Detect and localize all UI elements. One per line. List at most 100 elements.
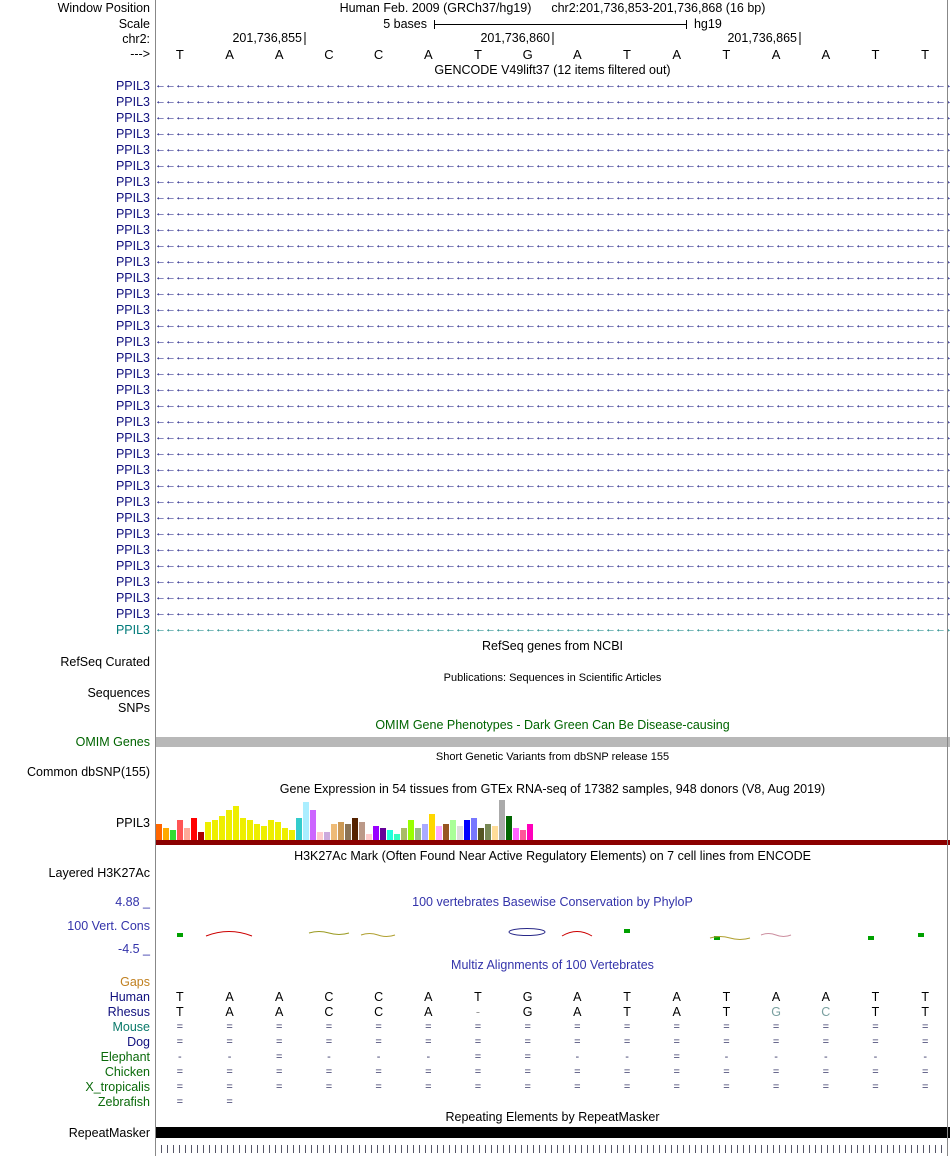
multiz-species-label[interactable]: Chicken <box>104 1064 150 1079</box>
transcript-arrow-line[interactable]: ←←←←←←←←←←←←←←←←←←←←←←←←←←←←←←←←←←←←←←←←… <box>155 591 950 603</box>
h3k27ac-label[interactable]: Layered H3K27Ac <box>48 866 150 880</box>
transcript-arrow-line[interactable]: ←←←←←←←←←←←←←←←←←←←←←←←←←←←←←←←←←←←←←←←←… <box>155 223 950 235</box>
gencode-gene-label[interactable]: PPIL3 <box>115 383 150 397</box>
transcript-arrow-line[interactable]: ←←←←←←←←←←←←←←←←←←←←←←←←←←←←←←←←←←←←←←←←… <box>155 607 950 619</box>
gencode-gene-label[interactable]: PPIL3 <box>115 303 150 317</box>
gtex-tissue-bar[interactable] <box>219 816 225 840</box>
multiz-species-label[interactable]: X_tropicalis <box>85 1079 150 1094</box>
transcript-arrow-line[interactable]: ←←←←←←←←←←←←←←←←←←←←←←←←←←←←←←←←←←←←←←←←… <box>155 351 950 363</box>
gencode-gene-label[interactable]: PPIL3 <box>115 559 150 573</box>
transcript-arrow-line[interactable]: ←←←←←←←←←←←←←←←←←←←←←←←←←←←←←←←←←←←←←←←←… <box>155 287 950 299</box>
gencode-gene-label[interactable]: PPIL3 <box>115 175 150 189</box>
gtex-tissue-bar[interactable] <box>226 810 232 840</box>
gtex-tissue-bar[interactable] <box>436 826 442 840</box>
gtex-tissue-bar[interactable] <box>443 824 449 840</box>
transcript-arrow-line[interactable]: ←←←←←←←←←←←←←←←←←←←←←←←←←←←←←←←←←←←←←←←←… <box>155 271 950 283</box>
repeatmasker-bar[interactable] <box>155 1127 950 1138</box>
gtex-tissue-bar[interactable] <box>268 820 274 840</box>
gencode-gene-label[interactable]: PPIL3 <box>115 447 150 461</box>
gtex-tissue-bar[interactable] <box>415 828 421 840</box>
gtex-tissue-bar[interactable] <box>282 828 288 840</box>
transcript-arrow-line[interactable]: ←←←←←←←←←←←←←←←←←←←←←←←←←←←←←←←←←←←←←←←←… <box>155 447 950 459</box>
transcript-arrow-line[interactable]: ←←←←←←←←←←←←←←←←←←←←←←←←←←←←←←←←←←←←←←←←… <box>155 255 950 267</box>
gtex-tissue-bar[interactable] <box>177 820 183 840</box>
gtex-tissue-bar[interactable] <box>184 828 190 840</box>
gencode-gene-label[interactable]: PPIL3 <box>115 527 150 541</box>
gtex-tissue-bar[interactable] <box>499 800 505 840</box>
gencode-gene-label[interactable]: PPIL3 <box>115 79 150 93</box>
gtex-tissue-bar[interactable] <box>359 822 365 840</box>
gtex-tissue-bar[interactable] <box>289 830 295 840</box>
transcript-arrow-line[interactable]: ←←←←←←←←←←←←←←←←←←←←←←←←←←←←←←←←←←←←←←←←… <box>155 111 950 123</box>
gencode-gene-label[interactable]: PPIL3 <box>115 239 150 253</box>
gtex-tissue-bar[interactable] <box>352 818 358 840</box>
gencode-gene-label[interactable]: PPIL3 <box>115 415 150 429</box>
gencode-gene-label[interactable]: PPIL3 <box>115 319 150 333</box>
gtex-tissue-bar[interactable] <box>422 824 428 840</box>
gtex-tissue-bar[interactable] <box>261 826 267 840</box>
gtex-tissue-bar[interactable] <box>345 824 351 840</box>
transcript-arrow-line[interactable]: ←←←←←←←←←←←←←←←←←←←←←←←←←←←←←←←←←←←←←←←←… <box>155 143 950 155</box>
transcript-arrow-line[interactable]: ←←←←←←←←←←←←←←←←←←←←←←←←←←←←←←←←←←←←←←←←… <box>155 479 950 491</box>
gencode-gene-label[interactable]: PPIL3 <box>115 607 150 621</box>
gtex-tissue-bar[interactable] <box>492 826 498 840</box>
transcript-arrow-line[interactable]: ←←←←←←←←←←←←←←←←←←←←←←←←←←←←←←←←←←←←←←←←… <box>155 303 950 315</box>
gtex-tissue-bar[interactable] <box>331 824 337 840</box>
gtex-tissue-bar[interactable] <box>240 818 246 840</box>
gtex-tissue-bar[interactable] <box>380 828 386 840</box>
transcript-arrow-line[interactable]: ←←←←←←←←←←←←←←←←←←←←←←←←←←←←←←←←←←←←←←←←… <box>155 495 950 507</box>
gtex-tissue-bar[interactable] <box>296 818 302 840</box>
gtex-tissue-bar[interactable] <box>170 830 176 840</box>
transcript-arrow-line[interactable]: ←←←←←←←←←←←←←←←←←←←←←←←←←←←←←←←←←←←←←←←←… <box>155 175 950 187</box>
multiz-species-label[interactable]: Mouse <box>112 1019 150 1034</box>
gtex-tissue-bar[interactable] <box>310 810 316 840</box>
gtex-tissue-bar[interactable] <box>457 826 463 840</box>
gencode-gene-label[interactable]: PPIL3 <box>115 255 150 269</box>
transcript-arrow-line[interactable]: ←←←←←←←←←←←←←←←←←←←←←←←←←←←←←←←←←←←←←←←←… <box>155 367 950 379</box>
transcript-arrow-line[interactable]: ←←←←←←←←←←←←←←←←←←←←←←←←←←←←←←←←←←←←←←←←… <box>155 527 950 539</box>
gtex-tissue-bar[interactable] <box>212 820 218 840</box>
gtex-tissue-bar[interactable] <box>520 830 526 840</box>
transcript-arrow-line[interactable]: ←←←←←←←←←←←←←←←←←←←←←←←←←←←←←←←←←←←←←←←←… <box>155 207 950 219</box>
gtex-tissue-bar[interactable] <box>401 828 407 840</box>
phylop-track-label[interactable]: 100 Vert. Cons <box>67 919 150 933</box>
omim-genes-bar[interactable] <box>155 737 950 747</box>
gtex-tissue-bar[interactable] <box>471 818 477 840</box>
gtex-tissue-bar[interactable] <box>275 822 281 840</box>
gtex-tissue-bar[interactable] <box>191 818 197 840</box>
transcript-arrow-line[interactable]: ←←←←←←←←←←←←←←←←←←←←←←←←←←←←←←←←←←←←←←←←… <box>155 159 950 171</box>
gencode-gene-label[interactable]: PPIL3 <box>115 431 150 445</box>
transcript-arrow-line[interactable]: ←←←←←←←←←←←←←←←←←←←←←←←←←←←←←←←←←←←←←←←←… <box>155 319 950 331</box>
ruler-track[interactable]: 201,736,855 201,736,860 201,736,865 <box>155 32 950 46</box>
gtex-tissue-bar[interactable] <box>394 834 400 840</box>
multiz-species-label[interactable]: Zebrafish <box>97 1094 150 1109</box>
multiz-species-label[interactable]: Human <box>109 989 150 1004</box>
multiz-species-label[interactable]: Gaps <box>120 974 150 989</box>
gtex-tissue-bar[interactable] <box>373 826 379 840</box>
omim-genes-label[interactable]: OMIM Genes <box>75 735 150 749</box>
gtex-tissue-bar[interactable] <box>408 820 414 840</box>
gtex-tissue-bar[interactable] <box>303 802 309 840</box>
gencode-gene-label[interactable]: PPIL3 <box>115 575 150 589</box>
gtex-gene-label[interactable]: PPIL3 <box>115 816 150 830</box>
transcript-arrow-line[interactable]: ←←←←←←←←←←←←←←←←←←←←←←←←←←←←←←←←←←←←←←←←… <box>155 79 950 91</box>
multiz-species-label[interactable]: Elephant <box>100 1049 150 1064</box>
gtex-tissue-bar[interactable] <box>233 806 239 840</box>
transcript-arrow-line[interactable]: ←←←←←←←←←←←←←←←←←←←←←←←←←←←←←←←←←←←←←←←←… <box>155 399 950 411</box>
gtex-tissue-bar[interactable] <box>485 824 491 840</box>
gencode-gene-label[interactable]: PPIL3 <box>115 143 150 157</box>
gencode-gene-label[interactable]: PPIL3 <box>115 543 150 557</box>
gtex-tissue-bar[interactable] <box>527 824 533 840</box>
transcript-arrow-line[interactable]: ←←←←←←←←←←←←←←←←←←←←←←←←←←←←←←←←←←←←←←←←… <box>155 543 950 555</box>
publications-snps-label[interactable]: SNPs <box>118 701 150 715</box>
gtex-tissue-bar[interactable] <box>205 822 211 840</box>
gtex-tissue-bar[interactable] <box>163 828 169 840</box>
gencode-gene-label[interactable]: PPIL3 <box>115 95 150 109</box>
gtex-tissue-bar[interactable] <box>317 832 323 840</box>
transcript-arrow-line[interactable]: ←←←←←←←←←←←←←←←←←←←←←←←←←←←←←←←←←←←←←←←←… <box>155 559 950 571</box>
gencode-gene-label[interactable]: PPIL3 <box>115 127 150 141</box>
transcript-arrow-line[interactable]: ←←←←←←←←←←←←←←←←←←←←←←←←←←←←←←←←←←←←←←←←… <box>155 623 950 635</box>
gencode-gene-label[interactable]: PPIL3 <box>115 287 150 301</box>
gencode-gene-label[interactable]: PPIL3 <box>115 159 150 173</box>
transcript-arrow-line[interactable]: ←←←←←←←←←←←←←←←←←←←←←←←←←←←←←←←←←←←←←←←←… <box>155 335 950 347</box>
